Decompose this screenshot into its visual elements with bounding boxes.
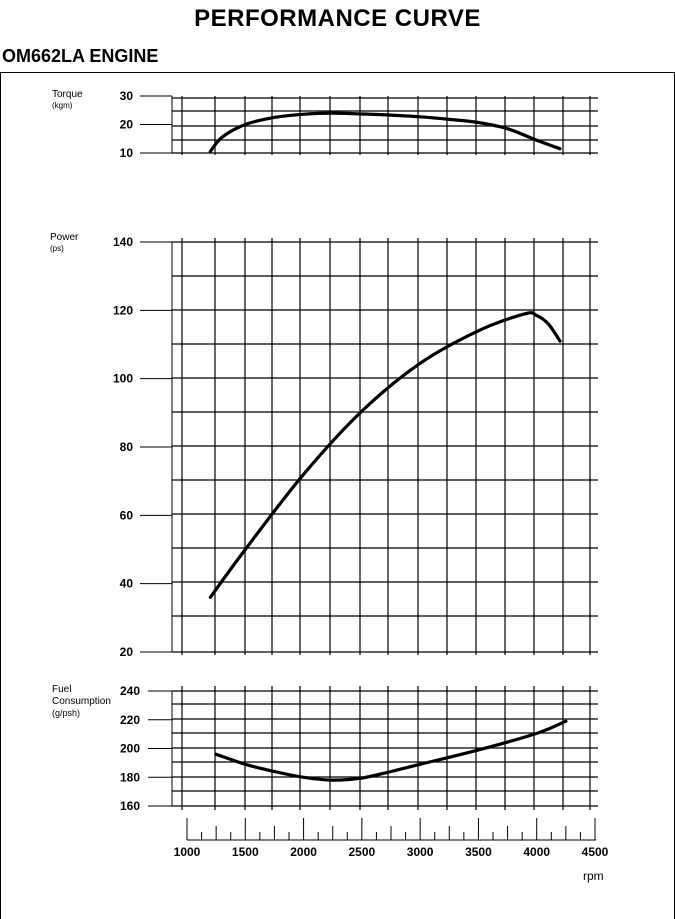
y-tick-label: 200 [120, 742, 140, 756]
y-tick-label: 120 [113, 303, 133, 317]
axis-layer: 10 20 30 20 40 60 80 100 120 140 160 180 200 220 240 10… [113, 89, 609, 859]
y-tick-label: 220 [120, 713, 140, 727]
panel-axis-0: 10 20 30 [120, 89, 173, 160]
torque-curve [208, 111, 562, 154]
torque-axis-unit: (kgm) [52, 101, 73, 110]
x-tick-label: 2500 [349, 845, 376, 859]
fuel-axis-title-line1: Fuel [52, 684, 71, 695]
x-tick-label: 1500 [232, 845, 259, 859]
panel-axis-2: 160 180 200 220 240 [120, 684, 173, 813]
power-curve [208, 311, 562, 599]
panel-grid-1 [172, 238, 598, 655]
x-tick-label: 4500 [582, 845, 609, 859]
y-tick-label: 30 [120, 89, 134, 103]
x-tick-label: 3500 [465, 845, 492, 859]
x-tick-label: 2000 [290, 845, 317, 859]
fuel-axis-unit: (g/psh) [52, 708, 80, 718]
y-tick-label: 20 [120, 118, 134, 132]
x-axis: 1000 1500 2000 2500 3000 3500 4000 4500 [174, 818, 609, 859]
y-tick-label: 240 [120, 684, 140, 698]
y-tick-label: 10 [120, 146, 134, 160]
y-tick-label: 80 [120, 440, 134, 454]
label-layer: Torque (kgm) Power (ps) Fuel Consumption… [50, 89, 604, 883]
fuel_consumption-curve [214, 719, 568, 782]
x-tick-label: 3000 [407, 845, 434, 859]
engine-model-label: OM662LA ENGINE [2, 46, 159, 66]
grid-layer [172, 96, 598, 810]
y-tick-label: 140 [113, 235, 133, 249]
power-axis-title: Power [50, 232, 79, 243]
panel-grid-2 [172, 686, 598, 810]
y-tick-label: 180 [120, 770, 140, 784]
page-title: PERFORMANCE CURVE [194, 5, 481, 32]
y-tick-label: 40 [120, 577, 134, 591]
y-tick-label: 100 [113, 372, 133, 386]
power-axis-unit: (ps) [50, 244, 64, 253]
y-tick-label: 60 [120, 508, 134, 522]
x-tick-label: 1000 [174, 845, 201, 859]
y-tick-label: 20 [120, 645, 134, 659]
y-tick-label: 160 [120, 799, 140, 813]
panel-grid-0 [172, 96, 598, 155]
fuel-axis-title-line2: Consumption [52, 696, 111, 707]
x-tick-label: 4000 [523, 845, 550, 859]
torque-axis-title: Torque [52, 89, 83, 100]
curve-layer [208, 111, 568, 782]
x-axis-title: rpm [583, 869, 604, 883]
panel-axis-1: 20 40 60 80 100 120 140 [113, 235, 173, 659]
